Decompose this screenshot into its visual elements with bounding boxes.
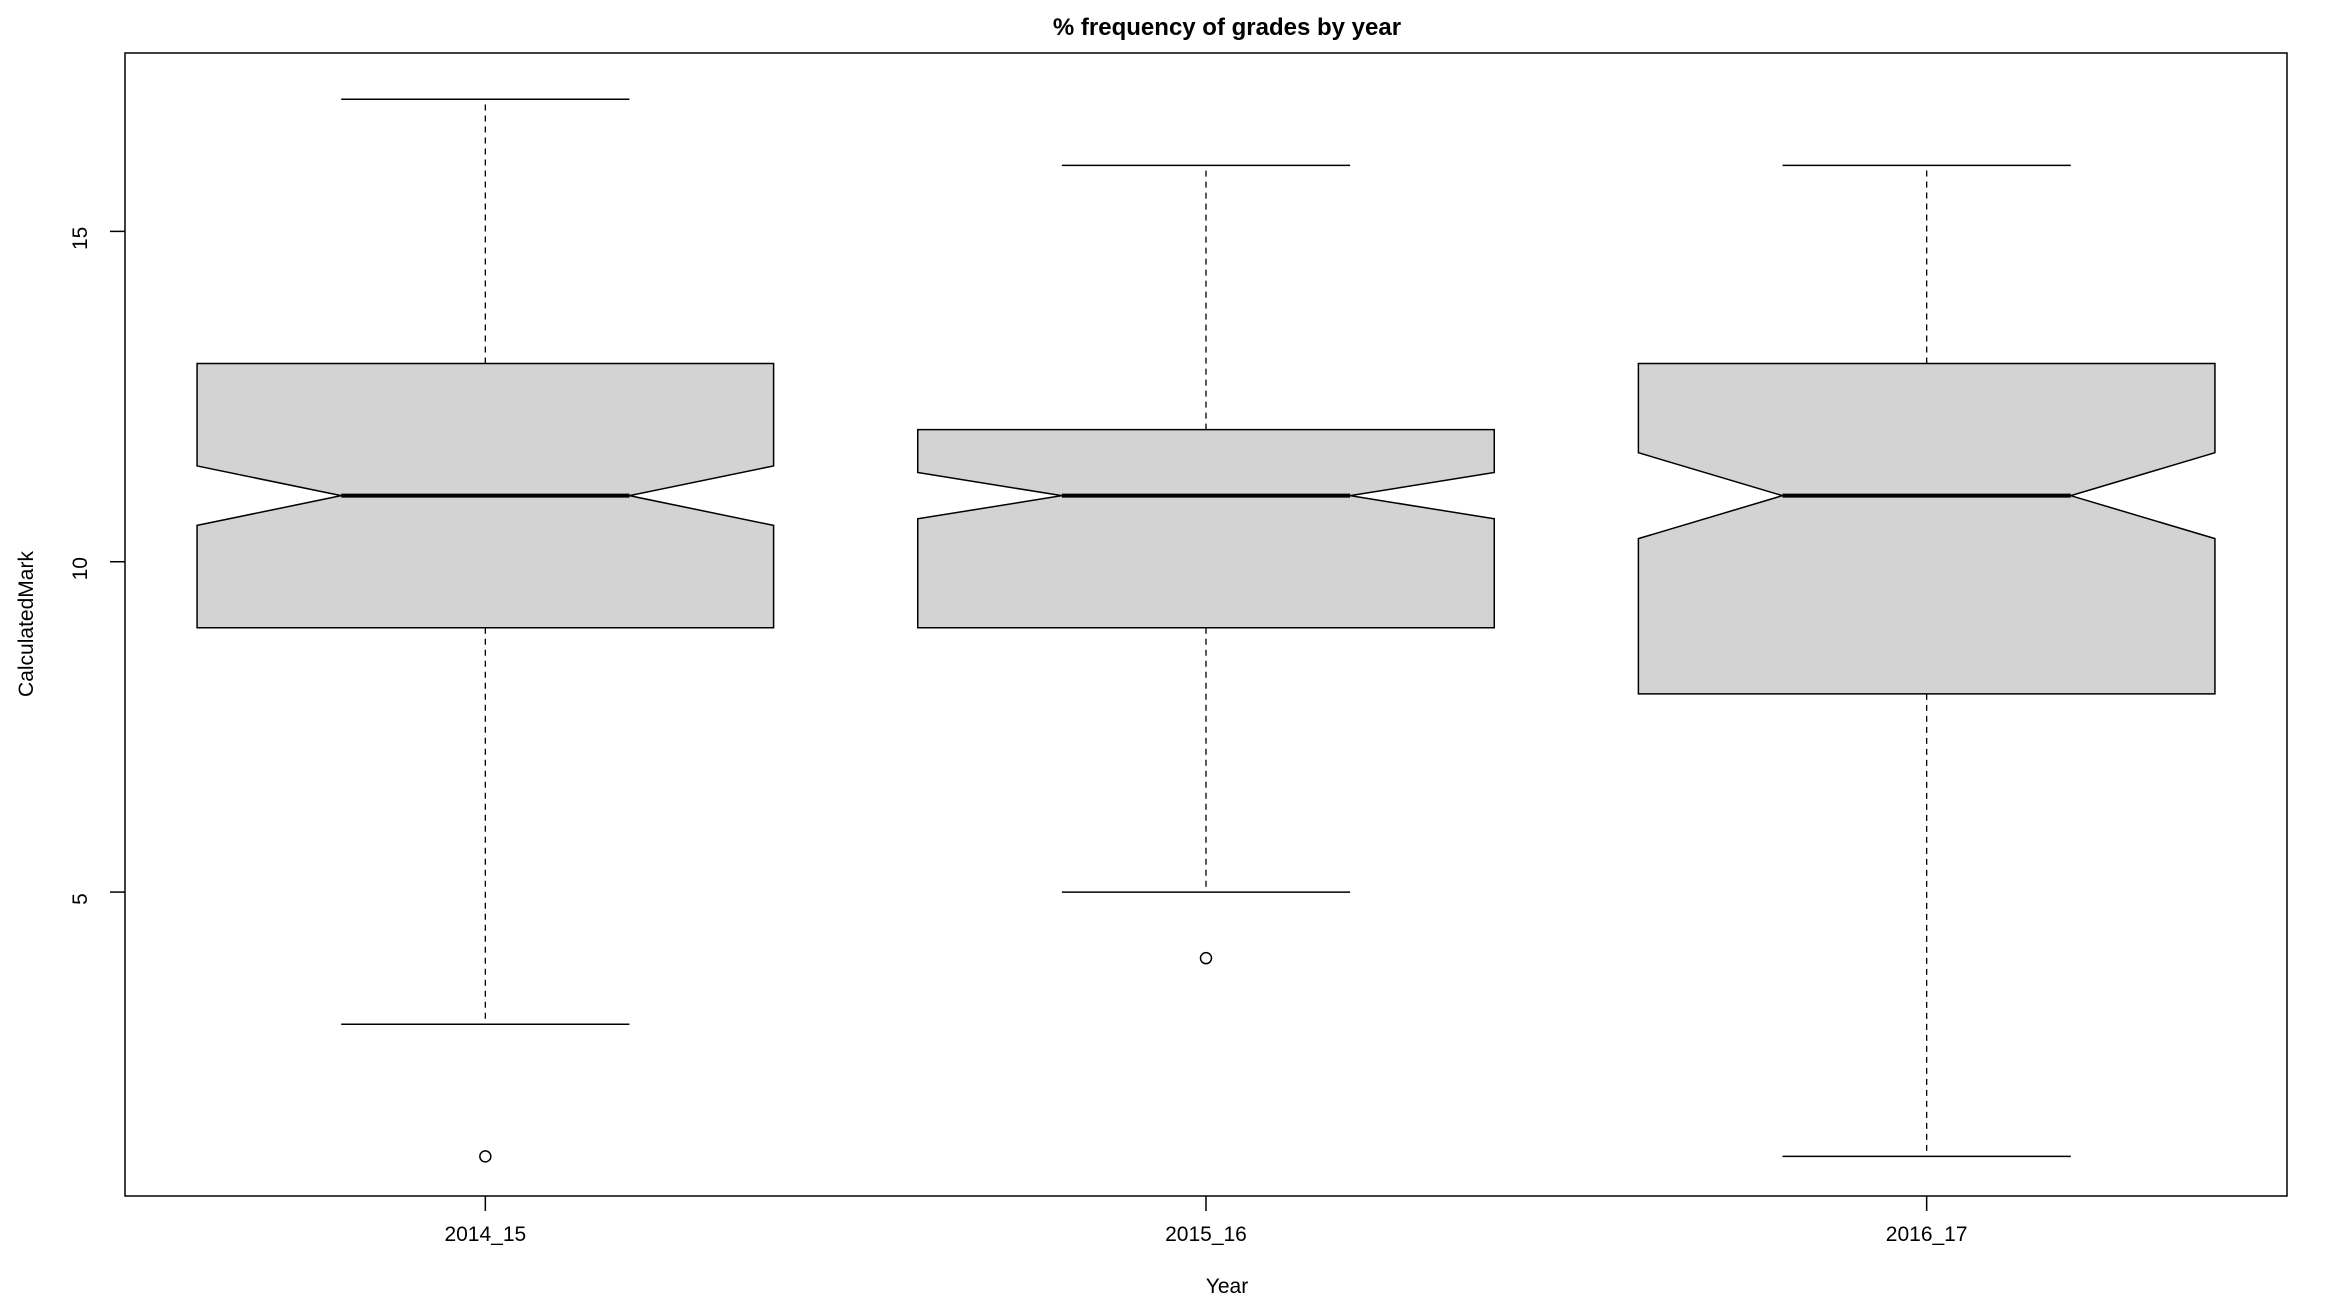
x-axis-label: Year	[1206, 1275, 1248, 1298]
box-2016_17	[1637, 362, 2216, 695]
y-tick-label: 5	[69, 893, 92, 905]
x-tick-label: 2016_17	[1886, 1223, 1968, 1246]
y-axis-label: CalculatedMark	[15, 551, 38, 697]
y-axis: 5 10 15	[69, 227, 125, 905]
box-2015_16	[916, 428, 1496, 629]
y-tick-label: 15	[69, 227, 92, 250]
y-tick-label: 10	[69, 557, 92, 580]
box-group-2014_15	[196, 98, 775, 1163]
boxes-layer	[196, 98, 2216, 1163]
box-group-2016_17	[1637, 164, 2216, 1158]
x-axis: 2014_15 2015_16 2016_17	[444, 1196, 1968, 1246]
box-group-2015_16	[916, 164, 1496, 965]
outlier-point	[1199, 951, 1213, 965]
outlier-point	[479, 1150, 492, 1163]
x-tick-label: 2015_16	[1165, 1223, 1247, 1246]
x-tick-label: 2014_15	[444, 1223, 526, 1246]
chart-title: % frequency of grades by year	[1053, 14, 1401, 41]
